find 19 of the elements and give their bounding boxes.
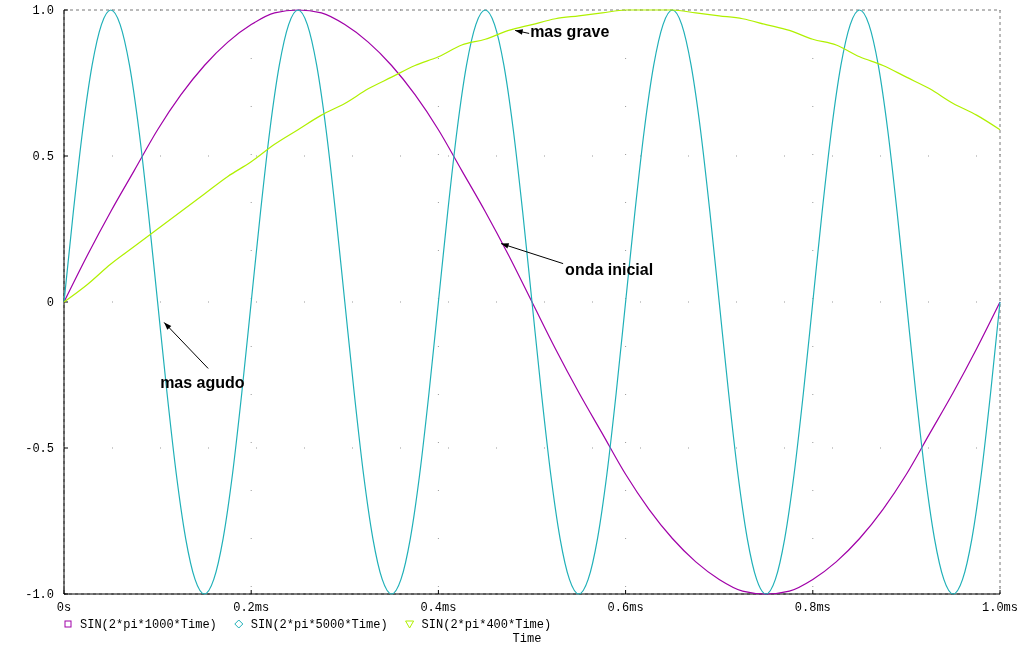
y-tick-label: -0.5 <box>25 442 54 456</box>
x-tick-label: 0.8ms <box>794 601 831 615</box>
legend-label: SIN(2*pi*5000*Time) <box>250 618 388 632</box>
y-tick-label: 1.0 <box>32 4 54 18</box>
x-tick-label: 0.4ms <box>420 601 457 615</box>
legend-label: SIN(2*pi*1000*Time) <box>80 618 217 632</box>
y-tick-label: -1.0 <box>25 588 54 602</box>
y-tick-label: 0 <box>46 296 54 310</box>
line-series <box>63 9 1001 595</box>
legend-label: SIN(2*pi*400*Time) <box>421 618 552 632</box>
annotation: onda inicial <box>565 260 654 278</box>
annotation: mas grave <box>530 23 610 41</box>
x-axis-title: Time <box>512 632 542 646</box>
x-tick-label: 0.2ms <box>233 601 270 615</box>
y-tick-label: 0.5 <box>32 150 54 164</box>
annotation: mas agudo <box>160 374 245 392</box>
x-tick-label: 1.0ms <box>981 601 1019 615</box>
x-tick-label: 0.6ms <box>607 601 644 615</box>
x-tick-label: 0s <box>56 601 72 615</box>
